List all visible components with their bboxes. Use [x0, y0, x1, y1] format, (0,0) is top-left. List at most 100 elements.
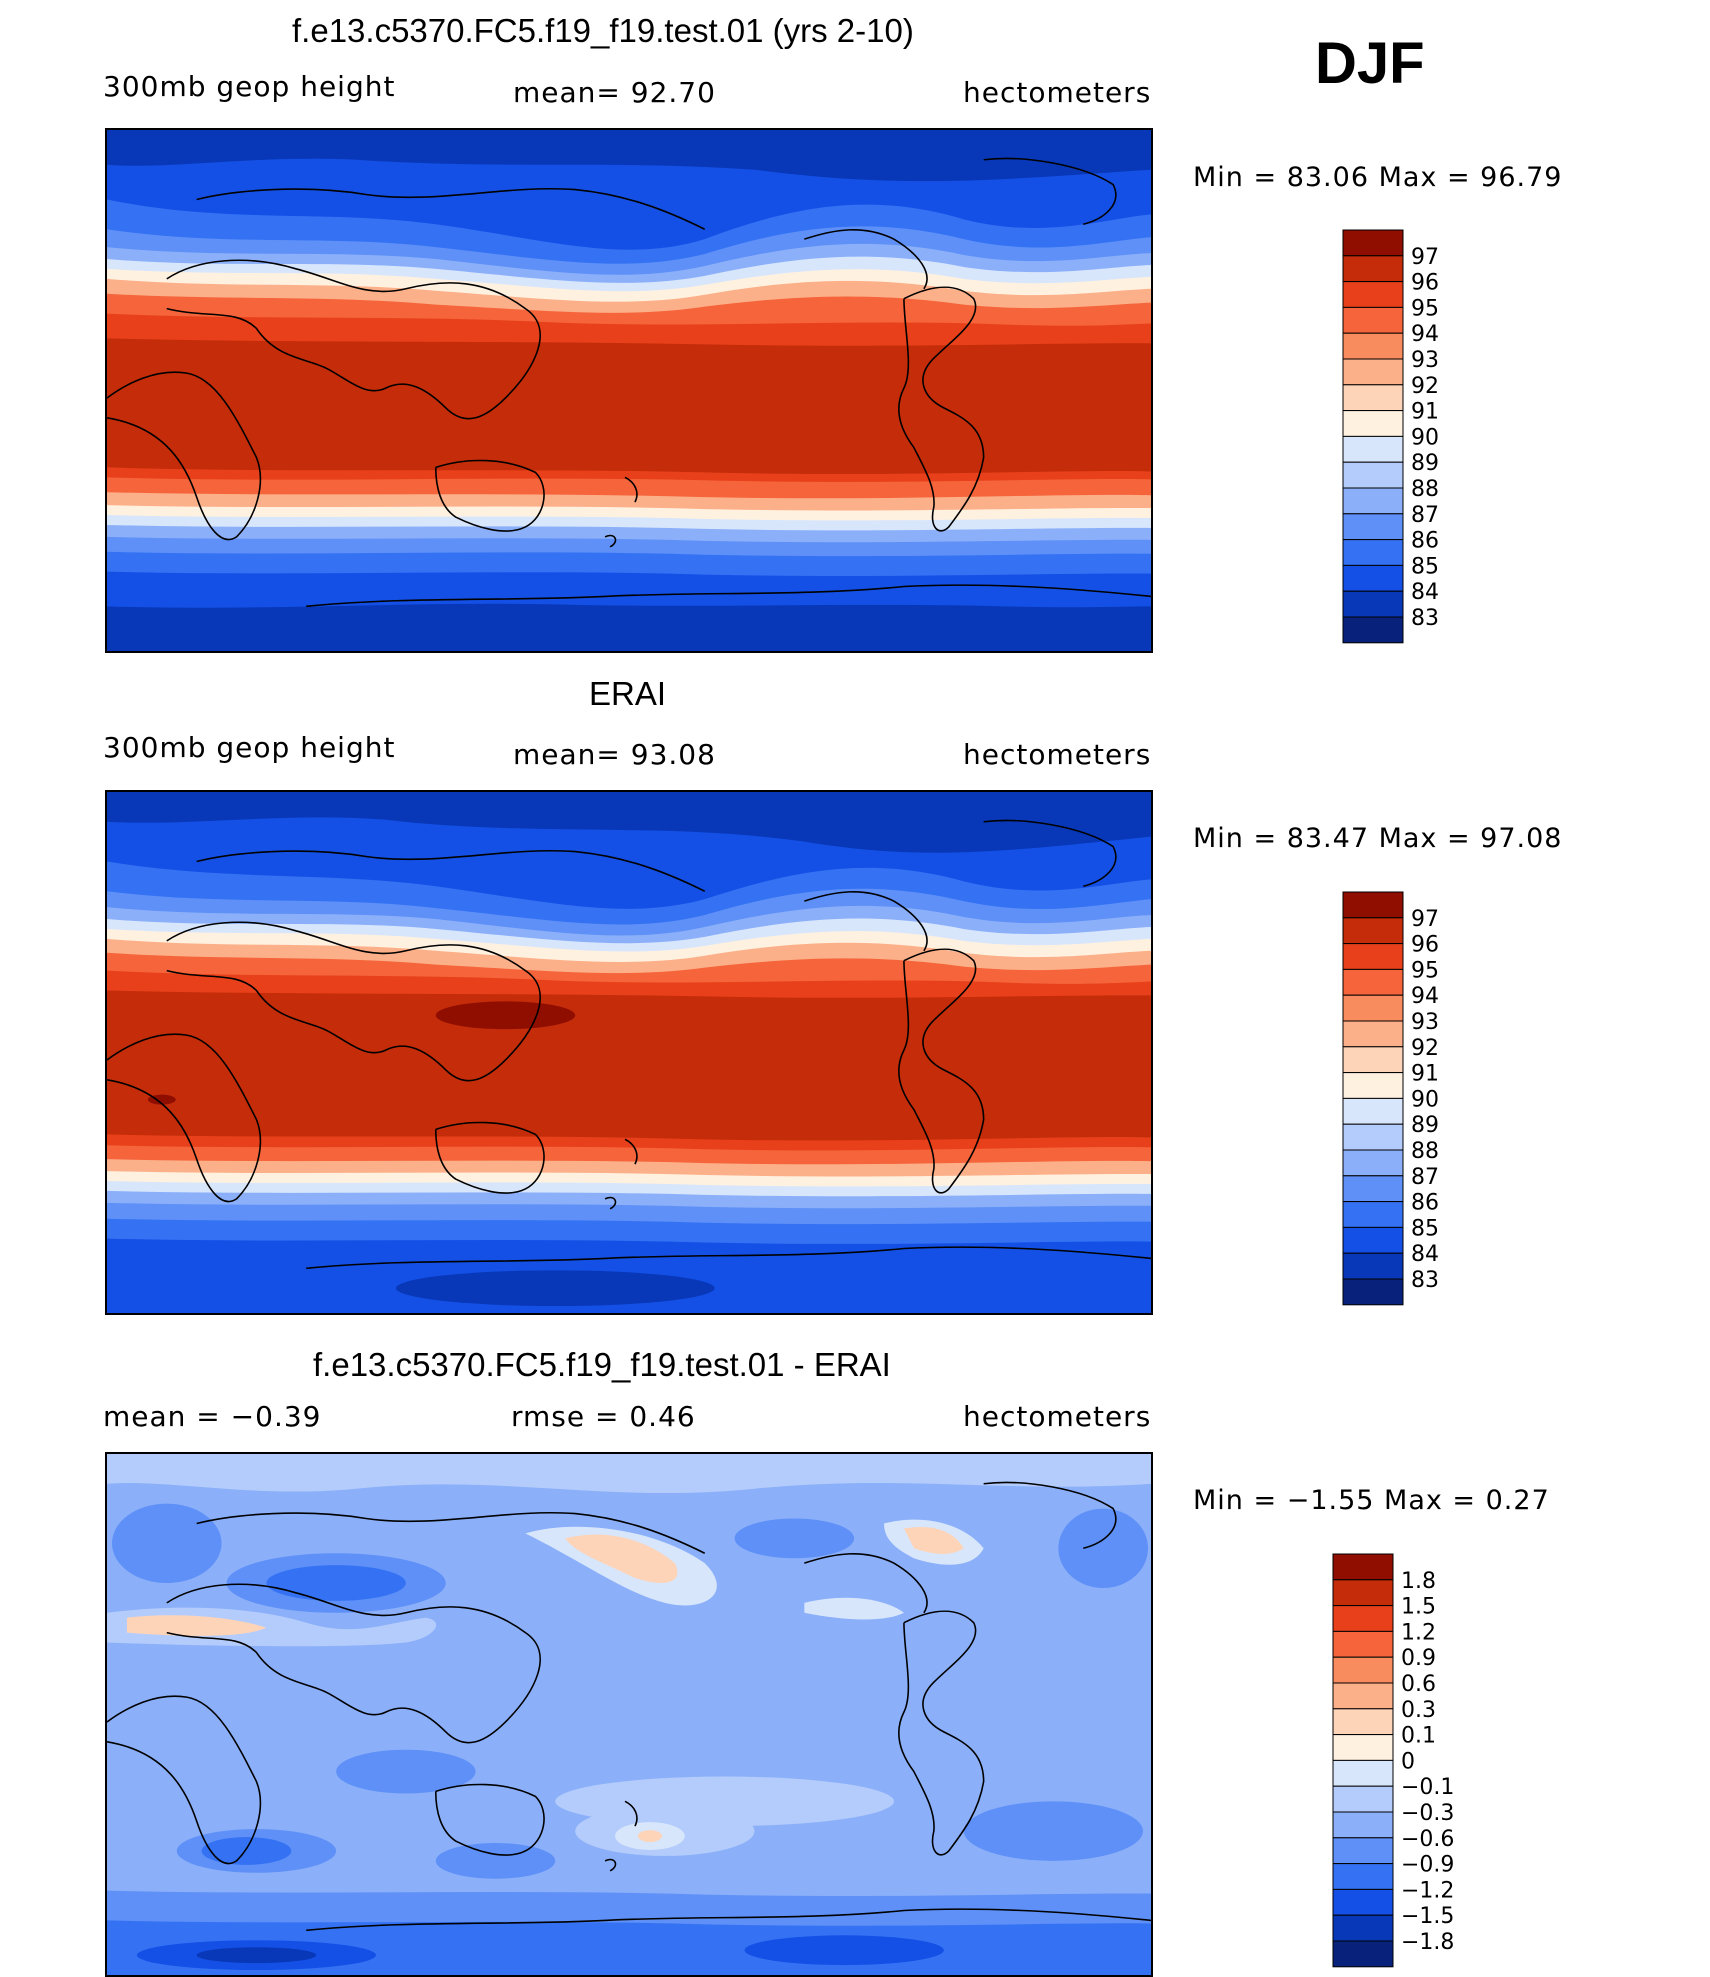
panel-3-contour-field — [107, 1454, 1151, 1975]
colorbar-swatch — [1342, 306, 1404, 334]
panel-1-mean-label: mean= 92.70 — [513, 76, 716, 109]
colorbar-tick-label: 84 — [1411, 580, 1439, 605]
colorbar-tick-label: −1.8 — [1401, 1930, 1454, 1955]
colorbar-swatch — [1332, 1940, 1394, 1968]
panel-3-minmax: Min = −1.55 Max = 0.27 — [1193, 1485, 1550, 1516]
colorbar-swatch — [1342, 410, 1404, 437]
colorbar-tick-label: 96 — [1411, 933, 1439, 958]
colorbar-tick-label: 86 — [1411, 529, 1439, 554]
colorbar-tick-label: 90 — [1411, 1087, 1439, 1112]
colorbar-tick-label: −0.9 — [1401, 1853, 1454, 1878]
colorbar-swatch — [1332, 1863, 1394, 1890]
colorbar-tick-label: −0.6 — [1401, 1827, 1454, 1852]
colorbar-tick-label: −0.1 — [1401, 1775, 1454, 1800]
colorbar-tick-label: 95 — [1411, 958, 1439, 983]
colorbar-swatch — [1342, 332, 1404, 360]
panel-3-mean-label: mean = −0.39 — [103, 1400, 322, 1433]
colorbar-swatch — [1342, 1097, 1404, 1125]
colorbar-tick-label: 92 — [1411, 1036, 1439, 1061]
colorbar-tick-label: 88 — [1411, 1139, 1439, 1164]
colorbar-tick-label: 93 — [1411, 348, 1439, 373]
panel-2-units-label: hectometers — [963, 738, 1152, 771]
colorbar-swatch — [1342, 229, 1404, 257]
colorbar-swatch — [1342, 539, 1404, 566]
colorbar-swatch — [1342, 1123, 1404, 1151]
colorbar-tick-label: 1.2 — [1401, 1620, 1436, 1645]
colorbar-tick-label: 0 — [1401, 1749, 1415, 1774]
colorbar-tick-label: −0.3 — [1401, 1801, 1454, 1826]
colorbar-tick-label: 97 — [1411, 245, 1439, 270]
colorbar-tick-label: 0.9 — [1401, 1646, 1436, 1671]
colorbar-tick-label: 87 — [1411, 1165, 1439, 1190]
colorbar-swatch — [1342, 564, 1404, 592]
colorbar-swatch — [1332, 1682, 1394, 1710]
panel-3-units-label: hectometers — [963, 1400, 1152, 1433]
panel-2-contour-field — [107, 792, 1151, 1313]
colorbar-tick-label: 88 — [1411, 477, 1439, 502]
colorbar-swatch — [1342, 255, 1404, 283]
colorbar-tick-label: 0.6 — [1401, 1672, 1436, 1697]
colorbar-swatch — [1332, 1708, 1394, 1736]
colorbar-tick-label: 84 — [1411, 1242, 1439, 1267]
colorbar-swatch — [1332, 1630, 1394, 1658]
panel-1-variable-label: 300mb geop height — [103, 70, 396, 103]
colorbar-swatch — [1342, 590, 1404, 618]
colorbar-swatch — [1342, 1020, 1404, 1048]
colorbar-tick-label: 90 — [1411, 425, 1439, 450]
colorbar-tick-label: 87 — [1411, 503, 1439, 528]
colorbar-tick-label: −1.2 — [1401, 1878, 1454, 1903]
panel-3-colorbar: 1.8 1.5 1.2 0.9 0.6 0.3 0.1 0 −0.1 −0.3 −0.6 −0.9 −1… — [1332, 1553, 1503, 1973]
colorbar-swatch — [1342, 1201, 1404, 1228]
panel-1-colorbar: 97 96 95 94 93 92 91 90 89 88 87 86 85 84 83 — [1342, 229, 1493, 649]
panel-1-units-label: hectometers — [963, 76, 1152, 109]
colorbar-swatch — [1332, 1811, 1394, 1839]
panel-3-map — [105, 1452, 1153, 1977]
panel-2-map — [105, 790, 1153, 1315]
colorbar-tick-label: 85 — [1411, 1216, 1439, 1241]
colorbar-tick-label: 1.5 — [1401, 1595, 1436, 1620]
colorbar-tick-label: 94 — [1411, 984, 1439, 1009]
colorbar-swatch — [1332, 1734, 1394, 1761]
panel-1-minmax: Min = 83.06 Max = 96.79 — [1193, 162, 1563, 193]
colorbar-tick-label: 89 — [1411, 1113, 1439, 1138]
colorbar-swatch — [1332, 1759, 1394, 1787]
colorbar-tick-label: 89 — [1411, 451, 1439, 476]
colorbar-tick-label: 97 — [1411, 907, 1439, 932]
panel-2-variable-label: 300mb geop height — [103, 731, 396, 764]
colorbar-tick-label: 92 — [1411, 374, 1439, 399]
colorbar-swatch — [1332, 1553, 1394, 1581]
panel-2-title: ERAI — [589, 675, 667, 712]
colorbar-tick-label: 86 — [1411, 1191, 1439, 1216]
colorbar-swatch — [1342, 943, 1404, 970]
panel-2-minmax: Min = 83.47 Max = 97.08 — [1193, 823, 1563, 854]
colorbar-swatch — [1342, 1252, 1404, 1280]
colorbar-swatch — [1342, 461, 1404, 489]
colorbar-swatch — [1342, 281, 1404, 308]
colorbar-swatch — [1342, 968, 1404, 996]
colorbar-swatch — [1342, 358, 1404, 386]
colorbar-swatch — [1342, 917, 1404, 945]
colorbar-swatch — [1342, 994, 1404, 1022]
colorbar-tick-label: 0.1 — [1401, 1724, 1436, 1749]
colorbar-swatch — [1342, 1175, 1404, 1203]
colorbar-swatch — [1342, 1149, 1404, 1177]
colorbar-swatch — [1332, 1837, 1394, 1865]
colorbar-tick-label: 91 — [1411, 400, 1439, 425]
colorbar-swatch — [1332, 1579, 1394, 1607]
panel-1-map — [105, 128, 1153, 653]
colorbar-swatch — [1332, 1605, 1394, 1632]
panel-3-rmse-label: rmse = 0.46 — [511, 1400, 696, 1433]
colorbar-swatch — [1342, 1226, 1404, 1254]
colorbar-tick-label: 83 — [1411, 1268, 1439, 1293]
panel-2-mean-label: mean= 93.08 — [513, 738, 716, 771]
colorbar-swatch — [1342, 487, 1404, 515]
panel-1-title: f.e13.c5370.FC5.f19_f19.test.01 (yrs 2-1… — [292, 12, 914, 49]
colorbar-swatch — [1332, 1656, 1394, 1684]
colorbar-tick-label: −1.5 — [1401, 1904, 1454, 1929]
colorbar-tick-label: 83 — [1411, 606, 1439, 631]
colorbar-swatch — [1342, 616, 1404, 644]
panel-3-title: f.e13.c5370.FC5.f19_f19.test.01 - ERAI — [313, 1346, 891, 1383]
colorbar-tick-label: 91 — [1411, 1062, 1439, 1087]
